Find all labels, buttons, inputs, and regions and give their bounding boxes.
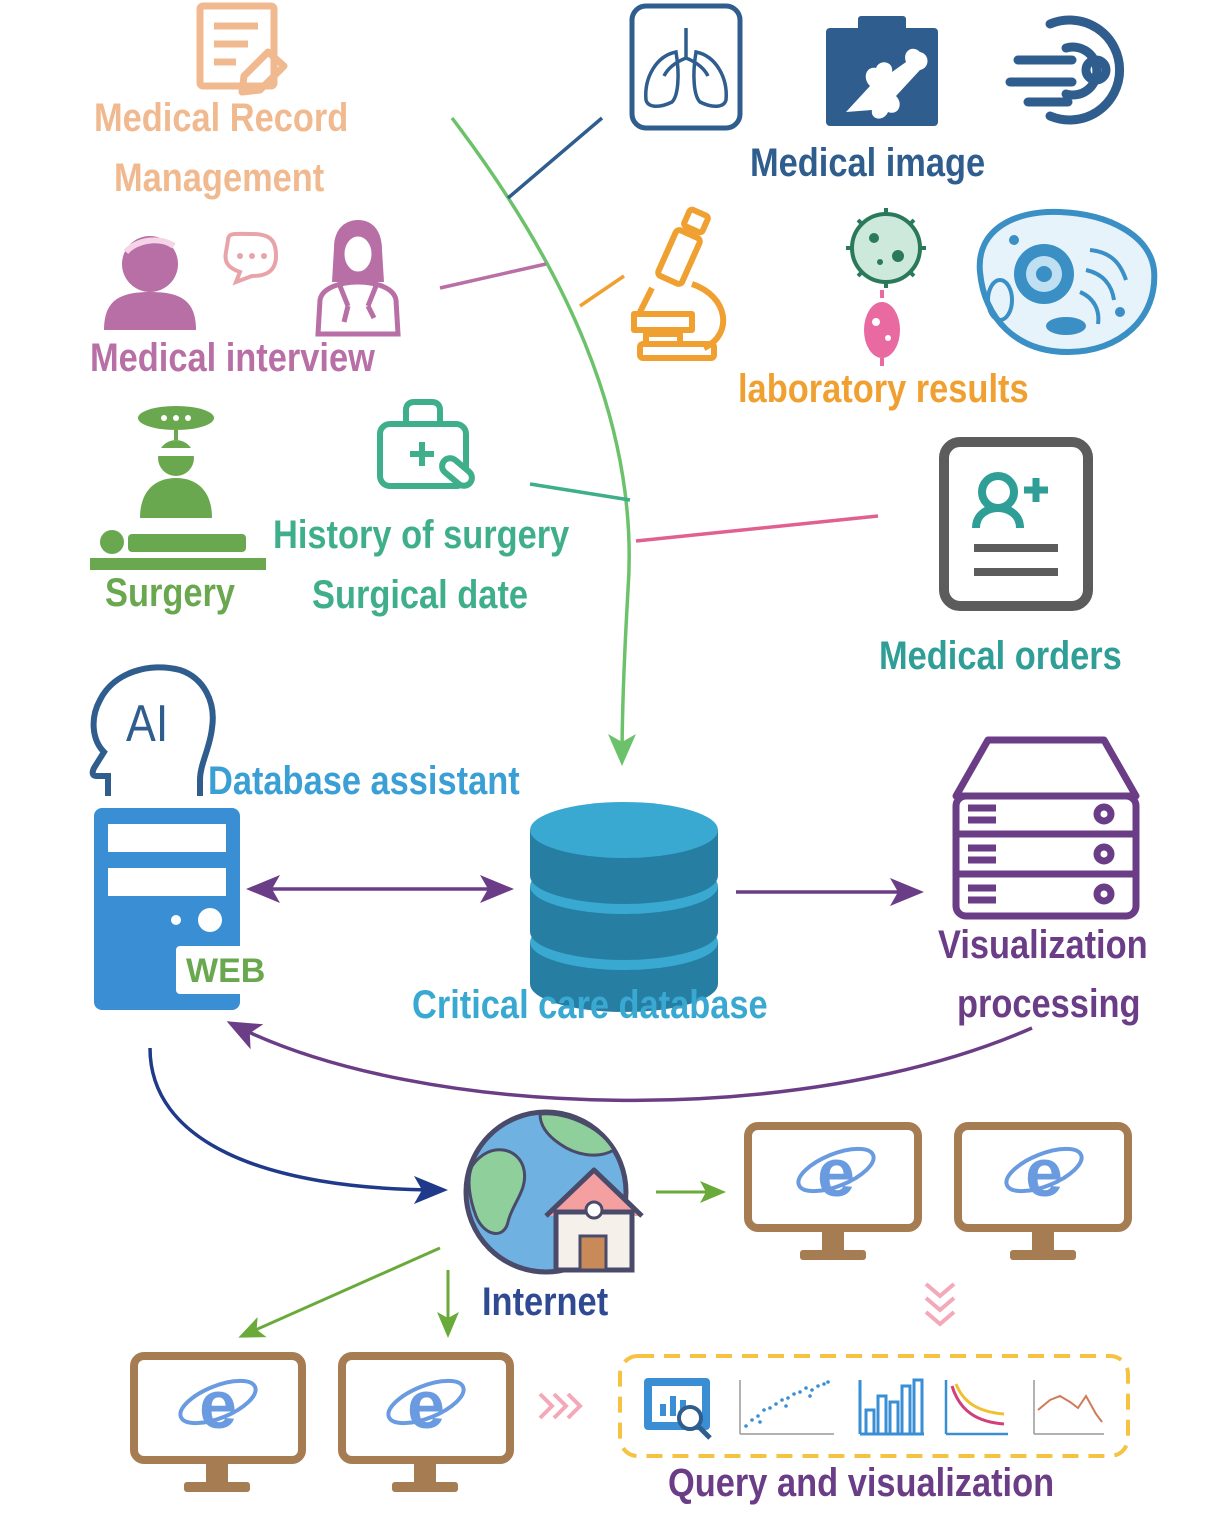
arrow-web-internet: [148, 1047, 448, 1204]
microscope-icon: [631, 206, 727, 361]
surgery-history-label-line2: Surgical date: [312, 573, 529, 617]
medical-record-label-line1: Medical Record: [94, 96, 349, 140]
medical-orders-icon: [939, 437, 1093, 611]
monitor-icon-left-2: e: [338, 1352, 514, 1492]
monitor-icon-right-2: e: [954, 1122, 1132, 1260]
query-visualization-label: Query and visualization: [668, 1461, 1055, 1505]
database-assistant-label: Database assistant: [208, 759, 520, 803]
connector-laboratory-results: [579, 274, 625, 308]
query-visualization-box: [618, 1354, 1130, 1458]
web-server-icon: [94, 808, 298, 1010]
chat-bubble-icon: [223, 231, 279, 286]
ai-icon-text: AI: [126, 695, 169, 753]
database-icon: [530, 802, 718, 1012]
medical-record-label-line2: Management: [114, 156, 325, 200]
svg-text:e: e: [407, 1367, 445, 1443]
bone-xray-icon: [826, 16, 938, 126]
visualization-server-icon: [952, 736, 1140, 920]
surgery-history-label-line1: History of surgery: [273, 513, 570, 557]
bar-chart-icon: [858, 1378, 924, 1436]
connector-medical-orders: [635, 514, 879, 543]
main-flow-curve: [450, 116, 637, 766]
ie-browser-icon: e: [386, 1367, 466, 1443]
ie-browser-icon: e: [796, 1135, 876, 1211]
visualization-label-line1: Visualization: [938, 923, 1148, 967]
medical-record-icon: [196, 2, 288, 96]
medical-interview-label: Medical interview: [90, 336, 375, 380]
arrow-internet-client-left: [238, 1246, 441, 1338]
svg-text:e: e: [199, 1367, 237, 1443]
svg-text:e: e: [817, 1135, 855, 1211]
critical-care-database-label: Critical care database: [412, 983, 768, 1027]
web-badge-text: WEB: [186, 952, 266, 990]
monitor-icon-left-1: e: [130, 1352, 306, 1492]
virus-icon: [846, 208, 926, 288]
cell-icon: [976, 208, 1158, 356]
house-icon: [544, 1167, 644, 1273]
doctor-icon: [315, 220, 401, 337]
connector-surgery-history: [529, 482, 631, 502]
visualization-label-line2: processing: [957, 982, 1141, 1026]
connector-medical-image: [506, 116, 604, 200]
ie-browser-icon: e: [1004, 1135, 1084, 1211]
arrow-visualization-web: [226, 1021, 1033, 1103]
bacteria-icon: [864, 290, 900, 366]
chevrons-right-icon: [538, 1392, 583, 1420]
lung-xray-icon: [629, 3, 743, 131]
mri-scanner-icon: [1005, 15, 1125, 125]
connector-medical-interview: [439, 262, 547, 290]
medical-image-label: Medical image: [750, 141, 986, 185]
line-chart-icon: [1033, 1380, 1104, 1435]
patient-icon: [104, 236, 196, 330]
svg-text:e: e: [1025, 1135, 1063, 1211]
ai-head-icon: [89, 664, 216, 796]
scatter-plot-icon: [739, 1380, 834, 1435]
decay-curve-icon: [944, 1380, 1008, 1436]
monitor-icon-right-1: e: [744, 1122, 922, 1260]
first-aid-kit-icon: [377, 399, 475, 489]
laboratory-results-label: laboratory results: [738, 367, 1029, 411]
internet-label: Internet: [482, 1280, 609, 1324]
surgery-label: Surgery: [105, 571, 236, 615]
query-dashboard-icon: [644, 1378, 712, 1440]
medical-orders-label: Medical orders: [879, 634, 1122, 678]
ie-browser-icon: e: [178, 1367, 258, 1443]
surgery-icon: [90, 406, 266, 570]
chevrons-down-icon: [924, 1282, 956, 1327]
